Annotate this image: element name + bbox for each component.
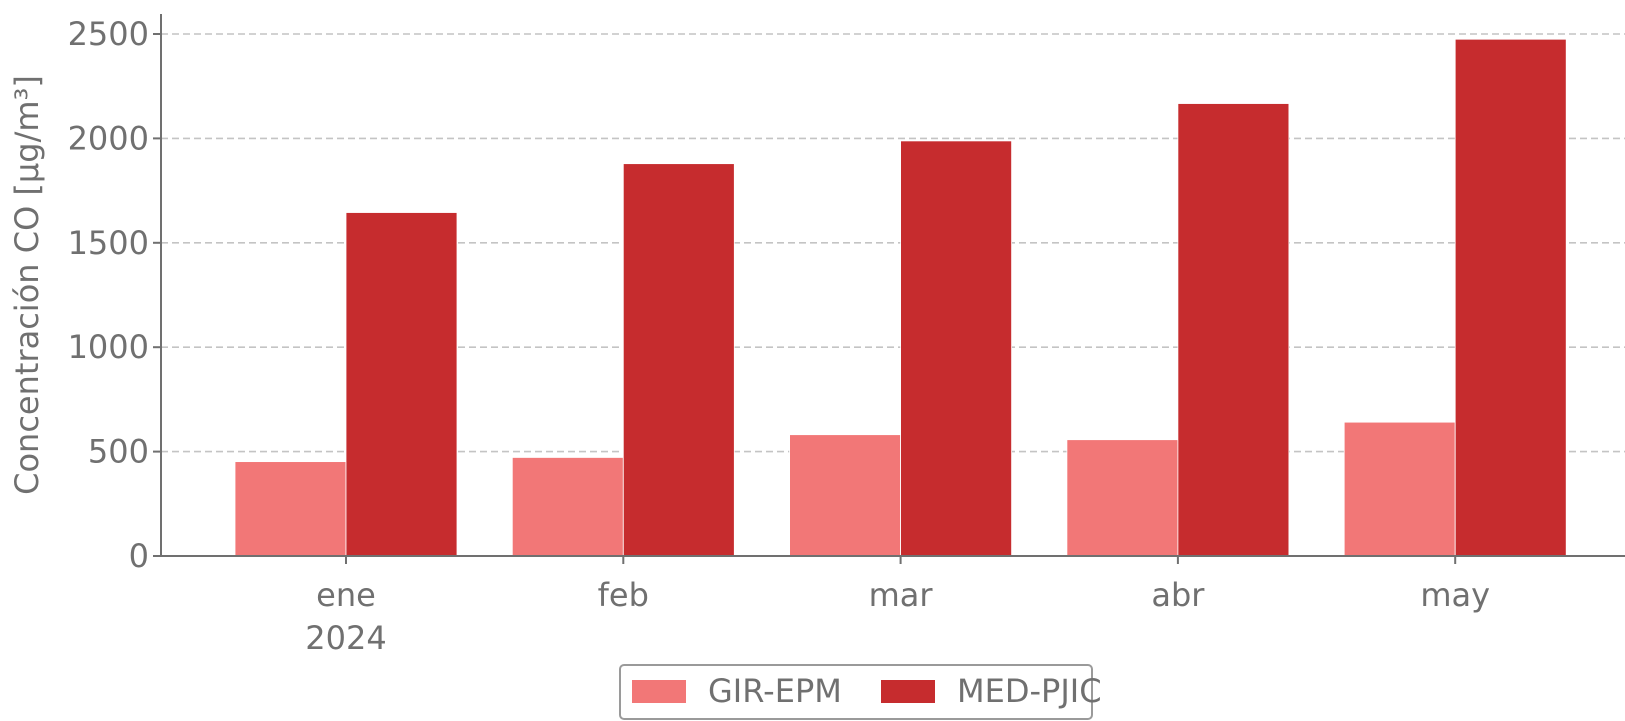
y-tick-label: 1000 xyxy=(68,328,149,366)
x-tick-label: feb xyxy=(598,576,649,614)
legend-label: MED-PJIC xyxy=(957,672,1102,710)
legend-label: GIR-EPM xyxy=(708,672,842,710)
bar xyxy=(511,457,624,557)
y-tick-label: 1500 xyxy=(68,224,149,262)
x-tick-label: abr xyxy=(1151,576,1205,614)
y-tick-label: 2500 xyxy=(68,15,149,53)
legend-box xyxy=(619,664,1093,720)
legend-swatch xyxy=(881,680,935,703)
bar xyxy=(234,461,347,557)
y-tick-label: 0 xyxy=(129,537,149,575)
y-axis-label: Concentración CO [μg/m³] xyxy=(8,75,46,495)
bar xyxy=(1066,439,1179,557)
bar xyxy=(789,434,901,557)
bar xyxy=(1454,38,1567,557)
bar xyxy=(1177,103,1290,557)
x-tick-label: may xyxy=(1420,576,1490,614)
bar xyxy=(622,163,735,557)
bar xyxy=(345,212,458,557)
y-tick-label: 500 xyxy=(88,433,149,471)
bar xyxy=(900,140,1012,557)
legend-swatch xyxy=(632,680,686,703)
x-tick-label: mar xyxy=(869,576,934,614)
y-tick-label: 2000 xyxy=(68,119,149,157)
x-tick-label: ene xyxy=(316,576,376,614)
bar xyxy=(1343,421,1456,557)
x-year-label: 2024 xyxy=(305,619,386,657)
